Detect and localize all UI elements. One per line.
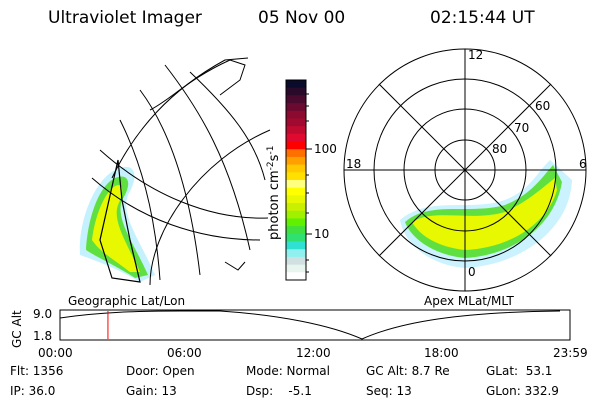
colorbar-label: photon cm-2s-1	[266, 146, 282, 240]
colorbar-band	[286, 195, 306, 204]
status-gc-alt: GC Alt: 8.7 Re	[366, 364, 450, 378]
colorbar-ticks	[306, 93, 312, 273]
colorbar-band	[286, 218, 306, 227]
time-tick: 06:00	[167, 346, 202, 360]
altitude-y-label: GC Alt	[10, 310, 24, 348]
colorbar-band	[286, 103, 306, 112]
colorbar-band	[286, 203, 306, 212]
time-label: 02:15:44 UT	[430, 8, 535, 28]
colorbar-band	[286, 87, 306, 96]
time-tick: 12:00	[296, 346, 331, 360]
colorbar-band	[286, 118, 306, 127]
colorbar-band	[286, 249, 306, 258]
colorbar-band	[286, 233, 306, 243]
altitude-tick-9: 9.0	[33, 307, 53, 321]
colorbar-band	[286, 110, 306, 119]
date-label: 05 Nov 00	[258, 8, 346, 28]
status-gain: Gain: 13	[126, 384, 177, 398]
time-tick: 23:59	[553, 346, 588, 360]
colorbar-band	[286, 226, 306, 235]
mlat-label-60: 60	[535, 99, 550, 113]
colorbar-band	[286, 156, 306, 166]
auroral-emission-geo	[79, 166, 155, 282]
colorbar-band	[286, 241, 306, 250]
colorbar-tick-100: 100	[314, 142, 337, 156]
colorbar-tick-10: 10	[314, 227, 329, 241]
apex-projection-label: Apex MLat/MLT	[424, 294, 514, 308]
colorbar-band	[286, 133, 306, 143]
colorbar-band	[286, 80, 306, 89]
altitude-tick-1-8: 1.8	[33, 329, 53, 343]
colorbar-frame	[285, 79, 307, 281]
geographic-projection-label: Geographic Lat/Lon	[68, 294, 186, 308]
mlat-label-70: 70	[514, 121, 529, 135]
status-dsp: Dsp: -5.1	[246, 384, 312, 398]
instrument-title: Ultraviolet Imager	[48, 8, 202, 28]
status-ip: IP: 36.0	[10, 384, 56, 398]
altitude-curve	[59, 310, 561, 340]
status-mode: Mode: Normal	[246, 364, 330, 378]
status-seq: Seq: 13	[366, 384, 412, 398]
colorbar-band	[286, 164, 306, 173]
status-glon: GLon: 332.9	[486, 384, 559, 398]
colorbar-band	[286, 264, 306, 273]
colorbar-band	[286, 187, 306, 196]
time-tick: 00:00	[38, 346, 73, 360]
status-flt: Flt: 1356	[10, 364, 64, 378]
colorbar-band	[286, 126, 306, 135]
mlt-label-0: 0	[468, 265, 476, 279]
colorbar-band	[286, 149, 306, 158]
colorbar-band	[286, 172, 306, 181]
mlt-label-12: 12	[468, 48, 483, 62]
mlt-label-6: 6	[579, 157, 587, 171]
colorbar-band	[286, 256, 306, 266]
time-tick: 18:00	[424, 346, 459, 360]
status-glat: GLat: 53.1	[486, 364, 553, 378]
geographic-map	[79, 57, 271, 286]
mlat-label-80: 80	[492, 142, 507, 156]
colorbar	[286, 80, 306, 281]
colorbar-band	[286, 272, 306, 281]
colorbar-band	[286, 210, 306, 219]
status-door: Door: Open	[126, 364, 195, 378]
colorbar-band	[286, 180, 306, 189]
colorbar-band	[286, 95, 306, 104]
mlt-label-18: 18	[346, 157, 361, 171]
colorbar-band	[286, 141, 306, 150]
polar-plot: 12 18 6 0 80 70 60	[343, 48, 587, 292]
altitude-plot	[59, 309, 571, 341]
auroral-oval	[400, 160, 572, 268]
